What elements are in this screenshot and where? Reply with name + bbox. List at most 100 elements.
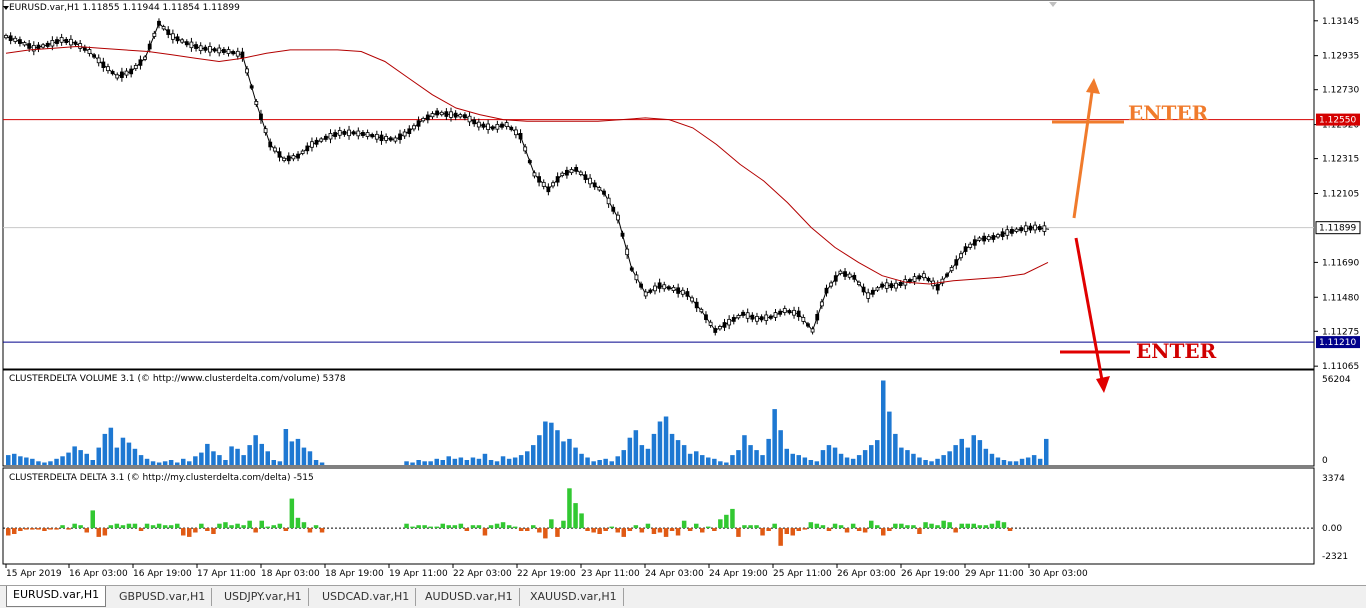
delta-bar (639, 528, 645, 533)
price-candle (379, 134, 384, 142)
price-candle (198, 45, 203, 51)
volume-bar (30, 458, 35, 465)
delta-bar (796, 528, 801, 531)
delta-bar (844, 528, 850, 533)
volume-bar (651, 433, 657, 465)
volume-bar (84, 453, 89, 465)
delta-bar (929, 523, 934, 529)
tab-gbpusd[interactable]: GBPUSD.var,H1 (113, 588, 213, 606)
price-candle (917, 275, 922, 280)
resistance-price-tag-bg (1316, 113, 1360, 126)
volume-bar (923, 460, 928, 465)
price-candle (115, 74, 120, 79)
volume-bar (856, 455, 862, 465)
volume-bar (995, 457, 1001, 465)
delta-bar (434, 526, 439, 529)
price-candle (22, 42, 27, 46)
volume-bar (549, 422, 554, 465)
volume-bar (150, 461, 156, 465)
chart-canvas[interactable]: 1.131451.129351.127301.125201.123151.121… (0, 0, 1366, 585)
price-candle (45, 42, 50, 47)
price-candle (495, 123, 500, 130)
delta-bar (706, 526, 711, 529)
delta-bar (18, 528, 23, 531)
price-tick-label: 1.12935 (1322, 52, 1359, 62)
tab-usdcad[interactable]: USDCAD.var,H1 (316, 588, 417, 606)
price-candle (374, 133, 379, 140)
volume-bar (313, 460, 319, 465)
price-candle (286, 155, 291, 162)
price-candle (810, 328, 815, 333)
volume-bar (893, 433, 898, 465)
delta-bar (319, 528, 325, 533)
price-candle (226, 49, 231, 54)
price-tick-label: 1.11065 (1322, 362, 1359, 372)
price-candle (203, 46, 208, 51)
delta-bar (476, 525, 482, 529)
price-candle (537, 176, 541, 183)
price-candle (666, 286, 671, 290)
delta-panel-title: CLUSTERDELTA DELTA 3.1 (© http://my.clus… (9, 473, 314, 483)
tab-eurusd[interactable]: EURUSD.var,H1 (6, 586, 107, 607)
delta-bar (168, 525, 174, 529)
volume-bar (694, 451, 699, 465)
volume-bar (639, 445, 645, 465)
price-candle (546, 186, 551, 193)
delta-bar (862, 528, 868, 533)
volume-bar (911, 453, 916, 465)
time-tick-label: 15 Apr 2019 (6, 569, 62, 579)
price-candle (425, 114, 430, 121)
volume-bar (669, 433, 675, 465)
time-tick-label: 18 Apr 19:00 (325, 569, 384, 579)
delta-bar (54, 528, 59, 530)
delta-bar (669, 528, 675, 531)
volume-bar (265, 451, 270, 465)
delta-bar (790, 528, 795, 536)
price-candle (96, 57, 101, 64)
volume-bar (748, 445, 753, 465)
delta-bar (712, 528, 717, 531)
price-candle (351, 131, 356, 135)
price-candle (370, 134, 375, 138)
price-candle (1019, 227, 1024, 232)
tab-audusd[interactable]: AUDUSD.var,H1 (419, 588, 520, 606)
price-candle (727, 318, 732, 326)
price-candle (133, 65, 138, 70)
volume-bar (181, 458, 186, 465)
volume-bar (518, 455, 524, 465)
tab-usdjpy[interactable]: USDJPY.var,H1 (218, 588, 309, 606)
delta-bar (923, 522, 928, 529)
delta-bar (615, 528, 620, 533)
price-candle (472, 119, 477, 125)
delta-bar (488, 525, 494, 529)
price-candle (407, 128, 412, 135)
volume-bar (1007, 461, 1013, 465)
volume-bar (235, 448, 240, 465)
volume-bar (1025, 457, 1031, 465)
delta-bar (549, 519, 554, 529)
price-candle (852, 274, 857, 280)
volume-bar (844, 457, 850, 465)
delta-bar (156, 523, 162, 529)
volume-bar (126, 442, 132, 465)
volume-bar (675, 440, 681, 465)
price-candle (323, 135, 328, 140)
price-candle (722, 322, 727, 328)
delta-bar (657, 528, 663, 533)
delta-bar (585, 528, 590, 531)
volume-bar (114, 447, 120, 465)
price-candle (857, 281, 861, 286)
delta-bar (645, 523, 651, 529)
volume-bar (72, 446, 77, 465)
volume-bar (820, 450, 826, 465)
delta-bar (543, 528, 548, 539)
volume-bar (108, 427, 114, 465)
delta-bar (917, 528, 922, 534)
volume-bar (597, 460, 602, 465)
volume-bar (989, 453, 995, 465)
delta-bar (259, 520, 264, 529)
time-tick-label: 23 Apr 11:00 (581, 569, 640, 579)
tab-xauusd[interactable]: XAUUSD.var,H1 (524, 588, 624, 606)
delta-bar (754, 525, 759, 529)
